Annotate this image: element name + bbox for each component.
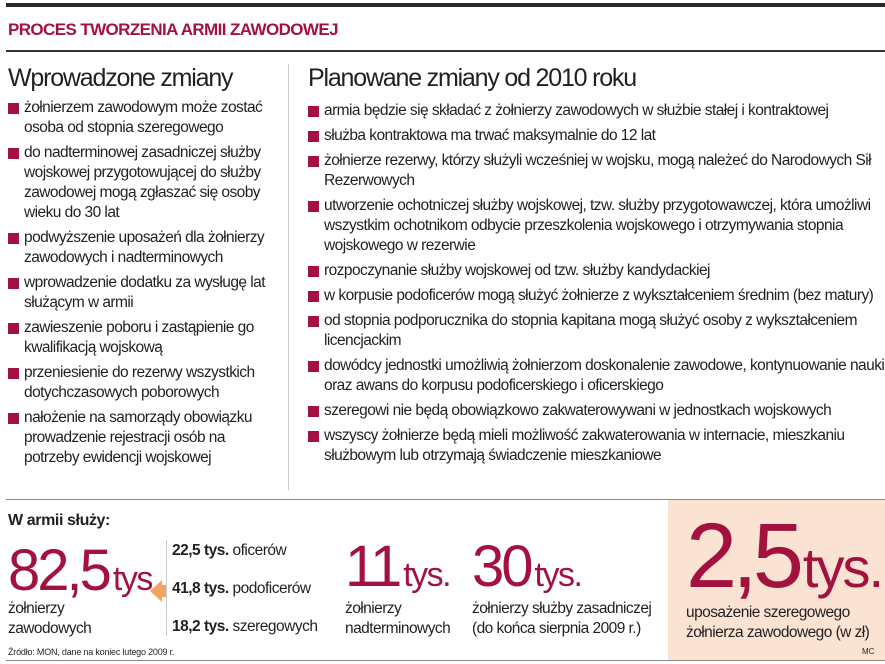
bullet-square-icon bbox=[8, 368, 19, 379]
title-rule bbox=[6, 50, 885, 52]
extended-caption: żołnierzy nadterminowych bbox=[345, 600, 451, 637]
caption-line: zawodowych bbox=[8, 620, 92, 637]
list-item-text: przeniesienie do rezerwy wszystkich doty… bbox=[24, 364, 255, 401]
professional-caption: żołnierzy zawodowych bbox=[8, 599, 92, 639]
list-item: wszyscy żołnierze będą mieli możliwość z… bbox=[308, 426, 885, 466]
bottom-rule bbox=[6, 660, 885, 661]
breakdown-privates: 18,2 tys. szeregowych bbox=[172, 618, 318, 635]
breakdown-officers: 22,5 tys. oficerów bbox=[172, 542, 287, 559]
bullet-square-icon bbox=[308, 156, 319, 167]
column-divider bbox=[288, 64, 289, 490]
bullet-square-icon bbox=[308, 291, 319, 302]
list-item-text: szeregowi nie będą obowiązkowo zakwatero… bbox=[324, 402, 832, 419]
list-item-text: dowódcy jednostki umożliwią żołnierzom d… bbox=[324, 357, 885, 394]
extended-count: 11 tys. bbox=[345, 534, 452, 599]
professional-value: 82,5 bbox=[8, 538, 112, 603]
right-heading: Planowane zmiany od 2010 roku bbox=[308, 64, 637, 92]
source-note: Źródło: MON, dane na koniec lutego 2009 … bbox=[8, 647, 175, 657]
list-item-text: od stopnia podporucznika do stopnia kapi… bbox=[324, 312, 858, 349]
list-item: dowódcy jednostki umożliwią żołnierzom d… bbox=[308, 356, 885, 396]
salary-value: 2,5tys. bbox=[686, 505, 884, 607]
bullet-square-icon bbox=[8, 148, 19, 159]
introduced-changes-list: żołnierzem zawodowym może zostać osoba o… bbox=[8, 98, 280, 473]
list-item-text: żołnierzem zawodowym może zostać osoba o… bbox=[24, 99, 263, 136]
list-item: od stopnia podporucznika do stopnia kapi… bbox=[308, 311, 885, 351]
author-credit: MC bbox=[862, 647, 875, 656]
list-item-text: żołnierze rezerwy, którzy służyli wcześn… bbox=[324, 152, 872, 189]
bullet-square-icon bbox=[8, 323, 19, 334]
list-item: zawieszenie poboru i zastąpienie go kwal… bbox=[8, 318, 280, 358]
list-item-text: rozpoczynanie służby wojskowej od tzw. s… bbox=[324, 262, 711, 279]
page-title: PROCES TWORZENIA ARMII ZAWODOWEJ bbox=[8, 20, 339, 39]
list-item-text: wszyscy żołnierze będą mieli możliwość z… bbox=[324, 427, 845, 464]
list-item-text: w korpusie podoficerów mogą służyć żołni… bbox=[324, 287, 874, 304]
section-rule bbox=[6, 499, 885, 500]
conscript-caption: żołnierzy służby zasadniczej (do końca si… bbox=[472, 600, 652, 637]
list-item-text: do nadterminowej zasadniczej służby wojs… bbox=[24, 144, 261, 221]
stats-label: W armii służy: bbox=[8, 512, 110, 529]
list-item: utworzenie ochotniczej służby wojskowej,… bbox=[308, 196, 885, 256]
salary-highlight-box bbox=[668, 500, 885, 660]
bullet-square-icon bbox=[308, 316, 319, 327]
professional-count: 82,5 tys. bbox=[8, 542, 161, 608]
top-rule bbox=[6, 3, 885, 7]
list-item: rozpoczynanie służby wojskowej od tzw. s… bbox=[308, 261, 885, 281]
list-item: wprowadzenie dodatku za wysługę lat służ… bbox=[8, 273, 280, 313]
list-item: do nadterminowej zasadniczej służby wojs… bbox=[8, 143, 280, 223]
bullet-square-icon bbox=[308, 431, 319, 442]
list-item: żołnierzem zawodowym może zostać osoba o… bbox=[8, 98, 280, 138]
bullet-square-icon bbox=[8, 103, 19, 114]
conscript-count: 30 tys. bbox=[472, 534, 583, 599]
bullet-square-icon bbox=[308, 266, 319, 277]
list-item: nałożenie na samorządy obowiązku prowadz… bbox=[8, 408, 280, 468]
list-item: w korpusie podoficerów mogą służyć żołni… bbox=[308, 286, 885, 306]
list-item-text: utworzenie ochotniczej służby wojskowej,… bbox=[324, 197, 871, 254]
list-item-text: zawieszenie poboru i zastąpienie go kwal… bbox=[24, 319, 254, 356]
arrow-shaft bbox=[160, 585, 166, 597]
bullet-square-icon bbox=[308, 406, 319, 417]
breakdown-ncos: 41,8 tys. podoficerów bbox=[172, 580, 311, 597]
bullet-square-icon bbox=[308, 361, 319, 372]
arrow-left-icon bbox=[150, 580, 162, 602]
list-item: żołnierze rezerwy, którzy służyli wcześn… bbox=[308, 151, 885, 191]
bullet-square-icon bbox=[308, 201, 319, 212]
list-item-text: służba kontraktowa ma trwać maksymalnie … bbox=[324, 127, 656, 144]
salary-caption: uposażenie szeregowego żołnierza zawodowe… bbox=[686, 604, 870, 641]
bullet-square-icon bbox=[8, 233, 19, 244]
list-item-text: armia będzie się składać z żołnierzy zaw… bbox=[324, 102, 829, 119]
list-item-text: nałożenie na samorządy obowiązku prowadz… bbox=[24, 409, 253, 466]
list-item: podwyższenie uposażeń dla żołnierzy zawo… bbox=[8, 228, 280, 268]
list-item: przeniesienie do rezerwy wszystkich doty… bbox=[8, 363, 280, 403]
bullet-square-icon bbox=[308, 131, 319, 142]
list-item: szeregowi nie będą obowiązkowo zakwatero… bbox=[308, 401, 885, 421]
breakdown-divider bbox=[166, 540, 167, 636]
bullet-square-icon bbox=[308, 106, 319, 117]
planned-changes-list: armia będzie się składać z żołnierzy zaw… bbox=[308, 101, 885, 471]
bullet-square-icon bbox=[8, 278, 19, 289]
list-item-text: podwyższenie uposażeń dla żołnierzy zawo… bbox=[24, 229, 265, 266]
bullet-square-icon bbox=[8, 413, 19, 424]
caption-line: żołnierzy bbox=[8, 600, 65, 617]
left-heading: Wprowadzone zmiany bbox=[8, 64, 234, 92]
list-item: służba kontraktowa ma trwać maksymalnie … bbox=[308, 126, 885, 146]
list-item-text: wprowadzenie dodatku za wysługę lat służ… bbox=[24, 274, 266, 311]
list-item: armia będzie się składać z żołnierzy zaw… bbox=[308, 101, 885, 121]
